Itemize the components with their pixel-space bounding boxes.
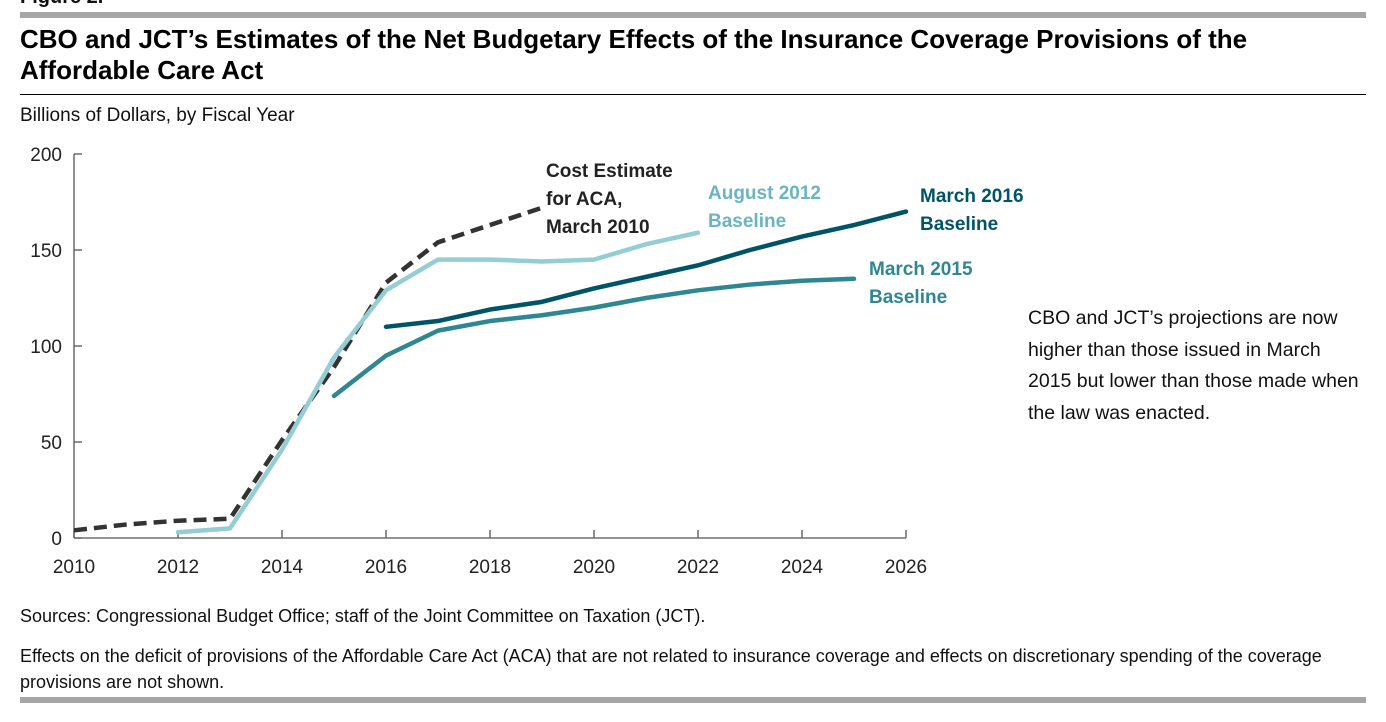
x-tick-label: 2020 — [573, 557, 615, 578]
x-tick-label: 2016 — [365, 557, 407, 578]
x-tick-label: 2024 — [781, 557, 824, 578]
series-labels: Cost Estimate for ACA, March 2010 August 20… — [546, 161, 1024, 308]
series-label-line: Baseline — [708, 211, 786, 232]
series-label-line: March 2016 — [920, 186, 1024, 207]
series-label-line: for ACA, — [546, 189, 622, 210]
sources-note: Sources: Congressional Budget Office; st… — [20, 606, 706, 626]
series-label: Cost Estimate for ACA, March 2010 — [546, 161, 673, 238]
series-label-line: Baseline — [869, 287, 947, 308]
footnote: Effects on the deficit of provisions of … — [20, 646, 1322, 692]
x-tick-label: 2026 — [885, 557, 927, 578]
figure-label: Figure 2. — [20, 0, 103, 9]
x-tick-label: 2022 — [677, 557, 719, 578]
axes: 0 50 100 150 200 2010 2012 2014 2016 2018 2020 2022… — [30, 145, 927, 578]
bottom-divider — [20, 697, 1366, 703]
x-tick-label: 2010 — [53, 557, 95, 578]
annotation: CBO and JCT’s projections are now higher… — [1028, 307, 1359, 424]
series-line-0 — [73, 205, 543, 533]
series-line-3 — [331, 276, 857, 399]
series-label-line: August 2012 — [708, 183, 821, 204]
series-label-line: March 2010 — [546, 217, 650, 238]
x-tick-label: 2018 — [469, 557, 511, 578]
y-tick-label: 50 — [41, 433, 62, 454]
y-axis-label: Billions of Dollars, by Fiscal Year — [20, 105, 295, 126]
chart-title: CBO and JCT’s Estimates of the Net Budge… — [20, 24, 1248, 85]
y-tick-label: 200 — [30, 145, 62, 166]
x-tick-label: 2012 — [157, 557, 199, 578]
series-label-line: Baseline — [920, 214, 998, 235]
series-lines — [73, 205, 909, 535]
series-label-line: Cost Estimate — [546, 161, 673, 182]
y-tick-label: 100 — [30, 337, 62, 358]
series-label: March 2016 Baseline — [920, 186, 1024, 235]
top-divider — [20, 12, 1366, 18]
title-rule — [20, 94, 1366, 95]
series-label-line: March 2015 — [869, 259, 973, 280]
series-label: August 2012 Baseline — [708, 183, 821, 232]
series-line-1 — [175, 230, 701, 535]
series-line-2 — [383, 209, 909, 330]
y-tick-label: 150 — [30, 241, 62, 262]
x-tick-label: 2014 — [261, 557, 304, 578]
y-tick-label: 0 — [51, 529, 62, 550]
series-label: March 2015 Baseline — [869, 259, 973, 308]
